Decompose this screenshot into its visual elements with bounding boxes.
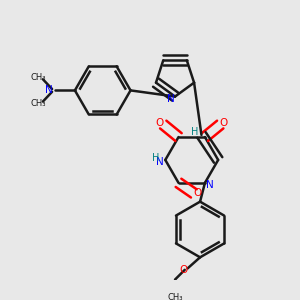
Text: O: O bbox=[220, 118, 228, 128]
Text: CH₃: CH₃ bbox=[30, 99, 46, 108]
Text: CH₃: CH₃ bbox=[30, 73, 46, 82]
Text: O: O bbox=[193, 188, 202, 198]
Text: H: H bbox=[152, 153, 159, 163]
Text: O: O bbox=[179, 265, 188, 275]
Text: CH₃: CH₃ bbox=[167, 292, 183, 300]
Text: N: N bbox=[156, 157, 164, 167]
Text: N: N bbox=[45, 85, 52, 95]
Text: N: N bbox=[206, 180, 214, 190]
Text: O: O bbox=[155, 118, 164, 128]
Text: N: N bbox=[167, 94, 175, 104]
Text: H: H bbox=[191, 127, 198, 137]
